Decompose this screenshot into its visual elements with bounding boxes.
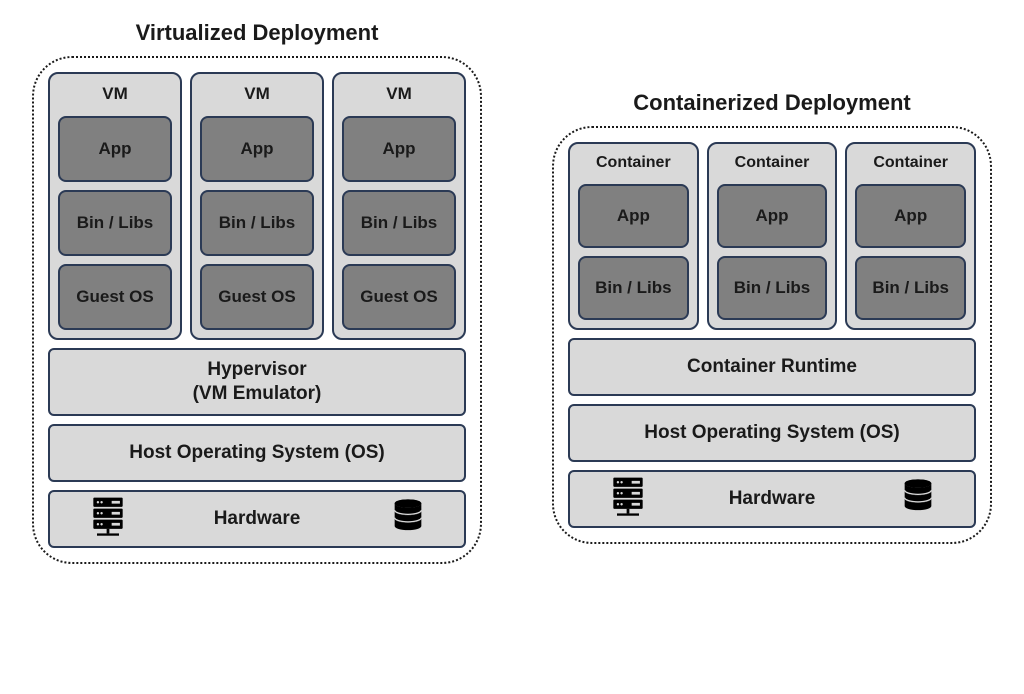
app-box: App	[855, 184, 966, 248]
app-box: App	[342, 116, 456, 182]
vm-label: VM	[200, 82, 314, 108]
virtualized-container: VM App Bin / Libs Guest OS VM App Bin / …	[32, 56, 482, 564]
app-box: App	[717, 184, 828, 248]
hardware-layer: Hardware	[48, 490, 466, 548]
containerized-title: Containerized Deployment	[633, 90, 910, 116]
binlibs-box: Bin / Libs	[578, 256, 689, 320]
host-os-layer: Host Operating System (OS)	[568, 404, 976, 462]
hardware-label: Hardware	[214, 508, 301, 530]
binlibs-box: Bin / Libs	[342, 190, 456, 256]
app-box: App	[200, 116, 314, 182]
containerized-container: Container App Bin / Libs Container App B…	[552, 126, 992, 544]
guest-os-box: Guest OS	[58, 264, 172, 330]
vm-unit: VM App Bin / Libs Guest OS	[332, 72, 466, 340]
virtualized-deployment: Virtualized Deployment VM App Bin / Libs…	[32, 20, 482, 564]
container-runtime-layer: Container Runtime	[568, 338, 976, 396]
host-os-layer: Host Operating System (OS)	[48, 424, 466, 482]
binlibs-box: Bin / Libs	[717, 256, 828, 320]
database-icon	[388, 496, 428, 542]
hardware-layer: Hardware	[568, 470, 976, 528]
vm-row: VM App Bin / Libs Guest OS VM App Bin / …	[48, 72, 466, 340]
containerized-deployment: Containerized Deployment Container App B…	[552, 90, 992, 544]
hardware-label: Hardware	[729, 488, 816, 510]
hypervisor-layer: Hypervisor(VM Emulator)	[48, 348, 466, 416]
container-row: Container App Bin / Libs Container App B…	[568, 142, 976, 330]
container-unit: Container App Bin / Libs	[707, 142, 838, 330]
server-icon	[86, 494, 130, 544]
container-label: Container	[717, 152, 828, 176]
guest-os-box: Guest OS	[342, 264, 456, 330]
vm-label: VM	[342, 82, 456, 108]
binlibs-box: Bin / Libs	[200, 190, 314, 256]
container-unit: Container App Bin / Libs	[568, 142, 699, 330]
guest-os-box: Guest OS	[200, 264, 314, 330]
container-unit: Container App Bin / Libs	[845, 142, 976, 330]
container-label: Container	[578, 152, 689, 176]
app-box: App	[58, 116, 172, 182]
app-box: App	[578, 184, 689, 248]
virtualized-title: Virtualized Deployment	[136, 20, 379, 46]
vm-unit: VM App Bin / Libs Guest OS	[190, 72, 324, 340]
server-icon	[606, 474, 650, 524]
container-label: Container	[855, 152, 966, 176]
binlibs-box: Bin / Libs	[855, 256, 966, 320]
vm-unit: VM App Bin / Libs Guest OS	[48, 72, 182, 340]
binlibs-box: Bin / Libs	[58, 190, 172, 256]
database-icon	[898, 476, 938, 522]
vm-label: VM	[58, 82, 172, 108]
